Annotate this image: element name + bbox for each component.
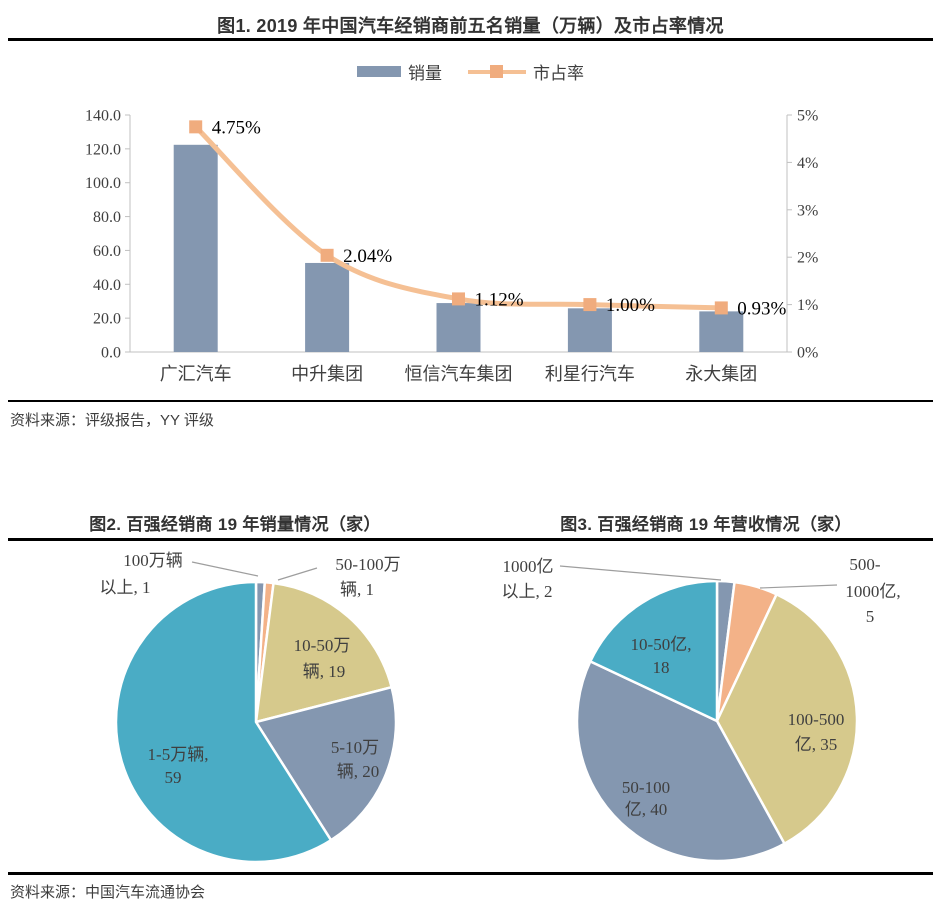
pie-slice-label: 18 (653, 658, 670, 677)
line-marker (320, 248, 334, 262)
point-label: 1.12% (475, 289, 524, 310)
figure1-source: 资料来源：评级报告，YY 评级 (10, 412, 214, 429)
pie-slice-label: 1-5万辆, (148, 745, 209, 764)
category-label: 广汇汽车 (160, 364, 232, 384)
pie-slice-label: 100-500 (788, 710, 845, 729)
pie-slice-50-100亿 (575, 660, 786, 863)
right-tick-label: 2% (797, 250, 818, 267)
line-marker (583, 298, 597, 312)
pie-slice-label: 50-100 (622, 778, 670, 797)
divider-line-bottom (8, 872, 933, 875)
right-tick-label: 0% (797, 345, 818, 362)
pie-slice-label: 50-100万 (335, 555, 400, 574)
line-series-swatch-icon (468, 65, 526, 78)
pie-slice-label: 以上, 2 (502, 582, 553, 601)
point-label: 0.93% (737, 298, 786, 319)
footer-source: 资料来源：中国汽车流通协会 (10, 884, 206, 901)
pie-slice-10-50万辆 (254, 581, 393, 724)
pie-slice-label: 亿, 35 (795, 735, 838, 754)
legend-bar-label: 销量 (408, 64, 442, 83)
label-leader-line (277, 567, 318, 581)
left-tick-label: 120.0 (85, 141, 121, 158)
bar-恒信汽车集团 (436, 303, 481, 352)
label-leader-line (191, 561, 259, 577)
legend-item-share: 市占率 (468, 59, 584, 84)
pie-slice-5-10万辆 (254, 685, 398, 842)
legend-line-label: 市占率 (533, 64, 584, 83)
pie-slice-label: 以上, 1 (100, 578, 151, 597)
pie-slice-label: 1000亿 (503, 557, 554, 576)
category-label: 恒信汽车集团 (405, 364, 513, 384)
left-tick-label: 80.0 (93, 209, 121, 226)
pie-slice-label: 10-50万 (294, 636, 351, 655)
pie-slice-label: 亿, 40 (625, 800, 668, 819)
divider-line-top (8, 38, 933, 41)
figure1-title: 图1. 2019 年中国汽车经销商前五名销量（万辆）及市占率情况 (217, 16, 724, 36)
pie-slice-label: 辆, 20 (337, 762, 380, 781)
pie-slice-10-50亿 (589, 579, 719, 723)
bar-series-swatch-icon (357, 66, 401, 77)
divider-line-fig1-bottom (8, 400, 933, 402)
line-marker (189, 120, 203, 134)
point-label: 2.04% (343, 246, 392, 267)
pie-slice-label: 1000亿, (845, 582, 900, 601)
category-label: 中升集团 (291, 364, 363, 384)
pie-slice-label: 5 (866, 607, 875, 626)
divider-line-fig23-top (8, 538, 933, 541)
left-tick-label: 40.0 (93, 277, 121, 294)
pie-slice-1-5万辆 (114, 580, 333, 864)
point-label: 1.00% (606, 295, 655, 316)
label-leader-line (759, 584, 838, 589)
right-tick-label: 3% (797, 202, 818, 219)
legend-item-sales: 销量 (357, 59, 442, 84)
figure1-combo-chart: 0.0 20.0 40.0 60.0 80.0 100.0 120.0 140.0 0% 1% 2%… (85, 108, 818, 385)
figure1-legend: 销量 市占率 (0, 59, 941, 84)
pie-slice-label: 59 (165, 768, 182, 787)
pie-slice-label: 100万辆 (123, 551, 183, 570)
left-tick-label: 140.0 (85, 108, 121, 125)
left-tick-label: 20.0 (93, 311, 121, 328)
share-line (193, 124, 724, 311)
right-tick-label: 5% (797, 108, 818, 125)
left-tick-label: 100.0 (85, 175, 121, 192)
pie-slice-label: 500- (849, 555, 881, 574)
pie-slice-label: 5-10万 (331, 738, 379, 757)
point-label: 4.75% (212, 117, 261, 138)
pie-slice-label: 10-50亿, (631, 635, 692, 654)
pie-slice-label: 辆, 1 (340, 580, 374, 599)
pie-slice-label: 辆, 19 (303, 662, 346, 681)
bar-中升集团 (305, 262, 350, 352)
label-leader-line (559, 565, 722, 581)
right-tick-label: 1% (797, 297, 818, 314)
left-tick-label: 0.0 (101, 345, 121, 362)
line-marker (452, 292, 465, 306)
left-tick-label: 60.0 (93, 243, 121, 260)
bar-利星行汽车 (567, 308, 612, 352)
figure2-title: 图2. 百强经销商 19 年销量情况（家） (89, 515, 381, 534)
category-label: 利星行汽车 (545, 364, 635, 384)
bar-广汇汽车 (173, 144, 218, 352)
line-marker (714, 301, 728, 315)
bar-永大集团 (699, 311, 744, 352)
pie-slice-100-500亿 (715, 593, 859, 845)
category-label: 永大集团 (685, 364, 757, 384)
right-tick-label: 4% (797, 155, 818, 172)
figure3-title: 图3. 百强经销商 19 年营收情况（家） (560, 515, 852, 534)
